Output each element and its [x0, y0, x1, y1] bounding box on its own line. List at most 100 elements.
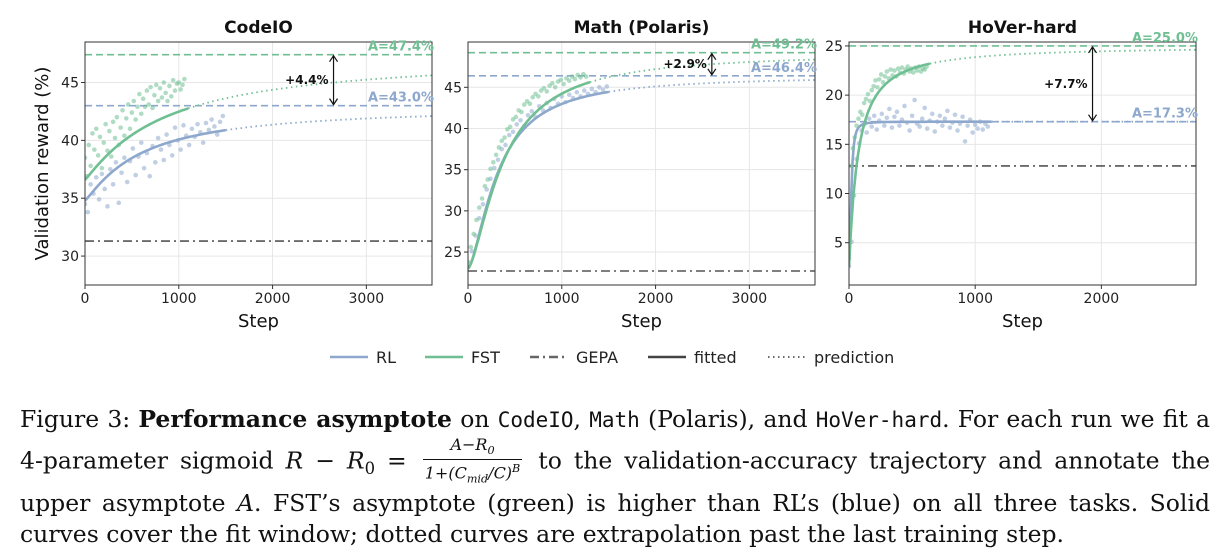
- rl-point: [209, 117, 214, 122]
- fst-point: [142, 104, 148, 110]
- rl-point: [105, 204, 110, 209]
- rl-point: [108, 166, 113, 172]
- rl-point: [220, 113, 226, 119]
- fst-point: [152, 92, 157, 98]
- rl-point: [985, 124, 991, 129]
- rl-point: [178, 147, 183, 152]
- rl-point: [980, 127, 986, 132]
- fst-point: [914, 68, 920, 73]
- rl-point: [581, 88, 587, 93]
- rl-point: [866, 116, 872, 122]
- fst-point: [544, 89, 550, 94]
- rl-point: [110, 182, 116, 187]
- legend-label-gepa: GEPA: [576, 348, 618, 367]
- fst-point: [895, 66, 901, 71]
- caption-formula-fraction: A−R0 1+(Cmid/C)B: [422, 436, 523, 488]
- y-tick-label: 45: [61, 76, 79, 92]
- fst-point: [135, 104, 140, 110]
- rl-point: [116, 200, 122, 206]
- rl-point: [93, 175, 99, 180]
- caption-formula-den: /C): [488, 463, 513, 483]
- rl-point: [164, 132, 169, 137]
- rl-point: [937, 113, 943, 119]
- fst-point: [513, 114, 519, 120]
- caption-text: to the validation-accuracy trajectory an…: [20, 446, 1210, 517]
- rl-point: [122, 155, 127, 161]
- rl-point: [924, 126, 930, 131]
- fst-point: [482, 183, 488, 189]
- fst-point: [488, 166, 493, 172]
- rl-point: [480, 201, 486, 207]
- fst-point: [155, 98, 161, 104]
- fst-point: [140, 96, 146, 101]
- caption-asymptote-symbol: A: [237, 488, 255, 517]
- rl-point: [214, 132, 220, 137]
- rl-point: [972, 122, 978, 127]
- rl-point: [869, 124, 875, 129]
- rl-point: [897, 123, 902, 128]
- rl-point: [945, 108, 950, 114]
- fst-asymptote-label: A=49.2%: [751, 38, 817, 53]
- rl-point: [909, 113, 915, 119]
- fst-point: [873, 78, 878, 83]
- fst-asymptote-label: A=25.0%: [1132, 31, 1198, 46]
- x-tick-label: 2000: [255, 291, 291, 307]
- rl-point: [153, 160, 158, 165]
- gap-arrow-head-top: [1088, 45, 1098, 54]
- fst-point: [899, 65, 905, 70]
- gap-arrow-head-top: [707, 52, 717, 61]
- rl-point: [955, 128, 960, 133]
- fst-point: [137, 91, 142, 97]
- fst-point: [468, 244, 474, 250]
- panel-math-polaris: 0 1000 2000 3000 25 30 35 40 45 Math (Polaris) Ste…: [444, 18, 817, 332]
- fst-point: [157, 85, 163, 91]
- fst-point: [527, 101, 533, 107]
- rl-point: [85, 201, 88, 207]
- y-tick-label: 30: [61, 249, 79, 265]
- rl-point: [871, 113, 877, 119]
- y-tick-label: 25: [444, 245, 462, 261]
- rl-point: [495, 157, 501, 163]
- rl-point: [932, 129, 938, 134]
- fst-point: [122, 133, 127, 139]
- fst-point: [496, 145, 502, 150]
- chart-title: Math (Polaris): [574, 18, 710, 38]
- fst-point: [86, 142, 92, 148]
- gap-arrow-head-bottom: [329, 98, 339, 106]
- y-tick-label: 25: [825, 39, 843, 55]
- rl-asymptote-label: A=17.3%: [1132, 107, 1198, 122]
- y-tick-label: 35: [444, 163, 462, 179]
- caption-formula-den: 1+(C: [424, 463, 467, 483]
- rl-point: [206, 127, 212, 133]
- fst-point: [112, 135, 118, 141]
- fst-point: [856, 116, 861, 122]
- rl-point: [864, 130, 869, 135]
- rl-asymptote-label: A=43.0%: [368, 91, 434, 106]
- caption-codeio: CodeIO: [497, 408, 574, 432]
- axes-frame: [467, 41, 816, 286]
- fst-point: [850, 145, 856, 151]
- fst-point: [863, 96, 869, 102]
- caption-formula-den-sub: mid: [466, 472, 489, 486]
- rl-point: [960, 114, 965, 120]
- fst-point: [176, 80, 182, 85]
- fst-point: [159, 95, 165, 100]
- rl-point: [503, 142, 508, 148]
- caption-formula-eq: =: [375, 446, 419, 475]
- fst-point: [144, 88, 150, 93]
- rl-point: [124, 179, 130, 185]
- fst-point: [110, 119, 116, 125]
- plot-area: [849, 45, 1196, 269]
- grid: [467, 42, 815, 285]
- rl-prediction-curve: [608, 79, 815, 93]
- rl-point: [491, 165, 497, 171]
- grid: [848, 42, 1196, 285]
- x-tick-label: 1000: [957, 291, 993, 307]
- gap-arrow-head-top: [329, 54, 339, 63]
- fst-point: [485, 177, 490, 182]
- fst-point: [869, 87, 875, 93]
- y-tick-label: 30: [444, 204, 462, 220]
- rl-point: [889, 125, 895, 130]
- fst-point: [172, 88, 178, 93]
- gap-label: +7.7%: [1044, 77, 1087, 91]
